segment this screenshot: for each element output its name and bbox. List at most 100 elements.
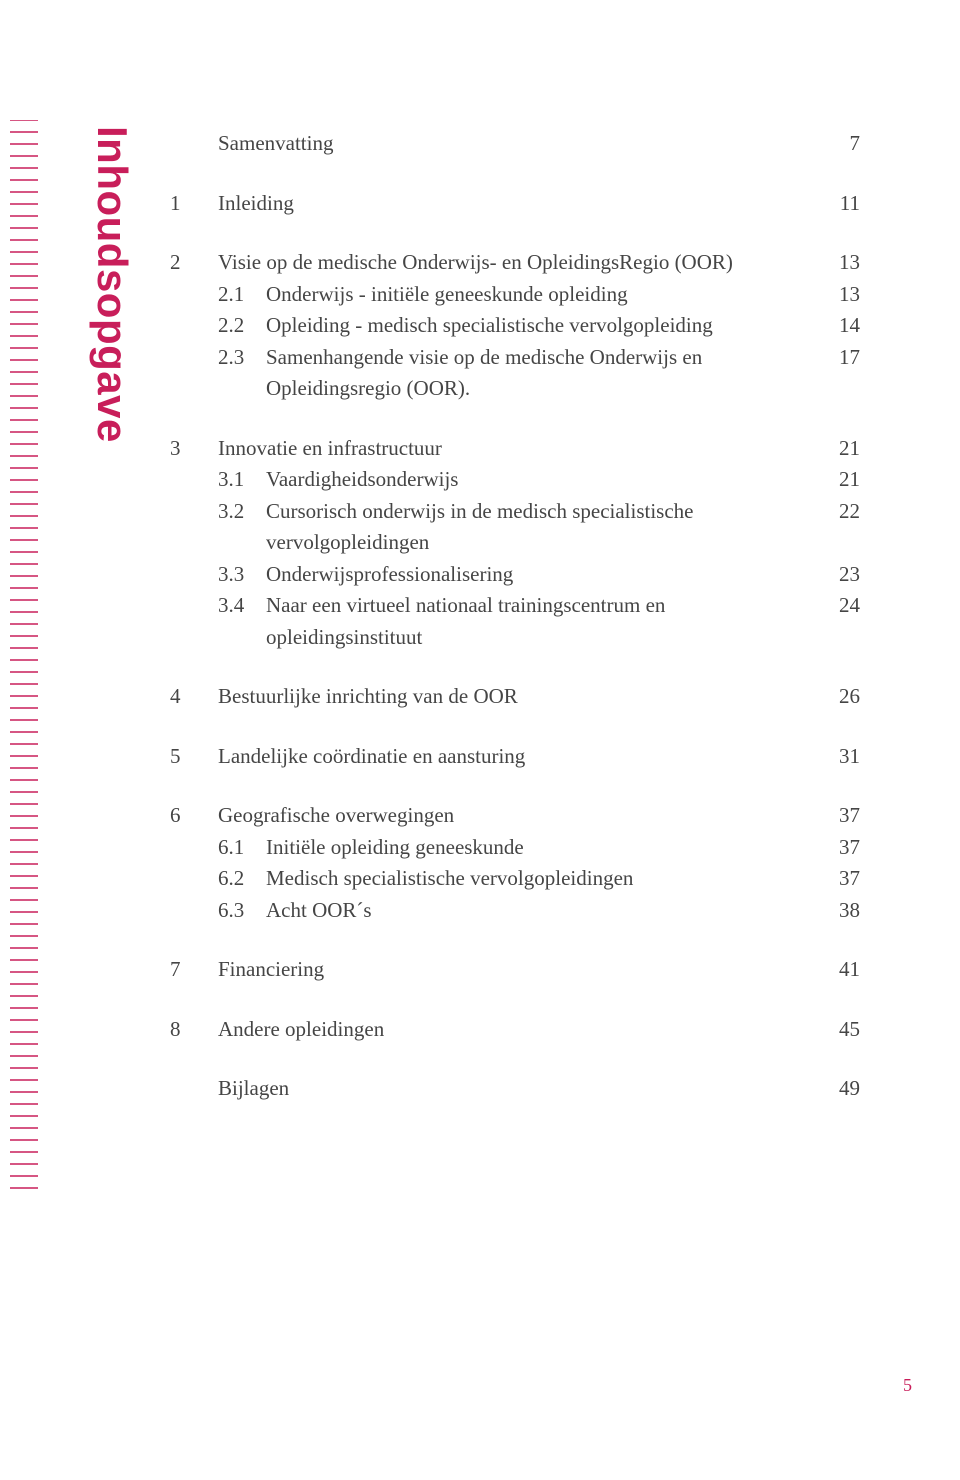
toc-section-number: 6.3 (218, 895, 266, 927)
toc-title: Innovatie en infrastructuur (218, 433, 820, 465)
toc-row: 1Inleiding11 (170, 188, 860, 220)
toc-page-number: 21 (820, 464, 860, 496)
toc-page-number: 21 (820, 433, 860, 465)
toc-left: 5Landelijke coördinatie en aansturing (170, 741, 820, 773)
toc-chapter-number: 6 (170, 800, 218, 832)
toc-section-number: 3.4 (218, 590, 266, 653)
toc-title: Naar een virtueel nationaal trainingscen… (266, 590, 820, 653)
toc-title: Cursorisch onderwijs in de medisch speci… (266, 496, 820, 559)
toc-title: Onderwijs - initiële geneeskunde opleidi… (266, 279, 820, 311)
toc-left: 2.2Opleiding - medisch specialistische v… (170, 310, 820, 342)
toc-section-number: 6.2 (218, 863, 266, 895)
toc-row: Bijlagen49 (170, 1073, 860, 1105)
toc-page-number: 11 (820, 188, 860, 220)
toc-left: Bijlagen (170, 1073, 820, 1105)
toc-left: 8Andere opleidingen (170, 1014, 820, 1046)
toc-left: 2.3Samenhangende visie op de medische On… (170, 342, 820, 405)
toc-chapter-number: 4 (170, 681, 218, 713)
toc-left: 6.2Medisch specialistische vervolgopleid… (170, 863, 820, 895)
toc-title: Geografische overwegingen (218, 800, 820, 832)
toc-section-number: 3.2 (218, 496, 266, 559)
toc-title: Financiering (218, 954, 820, 986)
toc-chapter-number: 8 (170, 1014, 218, 1046)
toc-left: 2Visie op de medische Onderwijs- en Ople… (170, 247, 820, 279)
toc-row: 6.2Medisch specialistische vervolgopleid… (170, 863, 860, 895)
toc-title: Vaardigheidsonderwijs (266, 464, 820, 496)
toc-title: Inleiding (218, 188, 820, 220)
toc-row: 3.2Cursorisch onderwijs in de medisch sp… (170, 496, 860, 559)
toc-row: 2Visie op de medische Onderwijs- en Ople… (170, 247, 860, 279)
toc-title: Medisch specialistische vervolgopleiding… (266, 863, 820, 895)
toc-chapter-number: 1 (170, 188, 218, 220)
toc-page-number: 17 (820, 342, 860, 374)
toc-section-number: 2.2 (218, 310, 266, 342)
toc-left: 3.1Vaardigheidsonderwijs (170, 464, 820, 496)
section-title: Inhoudsopgave (88, 126, 136, 443)
toc-title: Andere opleidingen (218, 1014, 820, 1046)
toc-row: 6Geografische overwegingen37 (170, 800, 860, 832)
toc-section-number: 6.1 (218, 832, 266, 864)
margin-decoration (0, 0, 48, 1480)
toc-page-number: 38 (820, 895, 860, 927)
toc-page-number: 23 (820, 559, 860, 591)
toc-gap (170, 713, 860, 741)
toc-page-number: 37 (820, 863, 860, 895)
toc-title: Opleiding - medisch specialistische verv… (266, 310, 820, 342)
toc-left: Samenvatting (170, 128, 820, 160)
toc-chapter-number: 3 (170, 433, 218, 465)
toc-section-number: 3.1 (218, 464, 266, 496)
toc-title: Initiële opleiding geneeskunde (266, 832, 820, 864)
toc-left: 3.2Cursorisch onderwijs in de medisch sp… (170, 496, 820, 559)
toc-page-number: 26 (820, 681, 860, 713)
toc-row: 3Innovatie en infrastructuur21 (170, 433, 860, 465)
toc-page-number: 31 (820, 741, 860, 773)
toc-chapter-number (170, 1073, 218, 1105)
toc-row: 6.1Initiële opleiding geneeskunde37 (170, 832, 860, 864)
toc-section-number: 3.3 (218, 559, 266, 591)
toc-title: Bestuurlijke inrichting van de OOR (218, 681, 820, 713)
toc-row: 3.3Onderwijsprofessionalisering23 (170, 559, 860, 591)
toc-title: Onderwijsprofessionalisering (266, 559, 820, 591)
toc-chapter-number (170, 128, 218, 160)
toc-chapter-number: 7 (170, 954, 218, 986)
toc-row: 4Bestuurlijke inrichting van de OOR26 (170, 681, 860, 713)
toc-title: Bijlagen (218, 1073, 820, 1105)
toc-gap (170, 772, 860, 800)
toc-row: 3.1Vaardigheidsonderwijs21 (170, 464, 860, 496)
toc-title: Landelijke coördinatie en aansturing (218, 741, 820, 773)
toc-gap (170, 219, 860, 247)
table-of-contents: Samenvatting71Inleiding112Visie op de me… (170, 128, 860, 1105)
toc-gap (170, 653, 860, 681)
toc-page-number: 13 (820, 279, 860, 311)
toc-row: 2.1Onderwijs - initiële geneeskunde ople… (170, 279, 860, 311)
toc-gap (170, 405, 860, 433)
toc-left: 3.4Naar een virtueel nationaal trainings… (170, 590, 820, 653)
toc-left: 3.3Onderwijsprofessionalisering (170, 559, 820, 591)
toc-row: Samenvatting7 (170, 128, 860, 160)
toc-page-number: 49 (820, 1073, 860, 1105)
toc-title: Samenhangende visie op de medische Onder… (266, 342, 820, 405)
toc-page-number: 13 (820, 247, 860, 279)
toc-row: 8Andere opleidingen45 (170, 1014, 860, 1046)
toc-gap (170, 926, 860, 954)
toc-section-number: 2.3 (218, 342, 266, 405)
toc-title: Samenvatting (218, 128, 820, 160)
toc-gap (170, 1045, 860, 1073)
page-number: 5 (903, 1375, 912, 1396)
toc-page-number: 14 (820, 310, 860, 342)
toc-page-number: 24 (820, 590, 860, 622)
toc-chapter-number: 2 (170, 247, 218, 279)
toc-page-number: 41 (820, 954, 860, 986)
toc-page-number: 7 (820, 128, 860, 160)
toc-row: 7Financiering41 (170, 954, 860, 986)
toc-page-number: 22 (820, 496, 860, 528)
toc-left: 1Inleiding (170, 188, 820, 220)
toc-gap (170, 986, 860, 1014)
toc-left: 6Geografische overwegingen (170, 800, 820, 832)
toc-left: 6.3Acht OOR´s (170, 895, 820, 927)
toc-row: 2.3Samenhangende visie op de medische On… (170, 342, 860, 405)
toc-row: 6.3Acht OOR´s38 (170, 895, 860, 927)
page: Inhoudsopgave Samenvatting71Inleiding112… (0, 0, 960, 1434)
toc-title: Visie op de medische Onderwijs- en Oplei… (218, 247, 820, 279)
toc-title: Acht OOR´s (266, 895, 820, 927)
